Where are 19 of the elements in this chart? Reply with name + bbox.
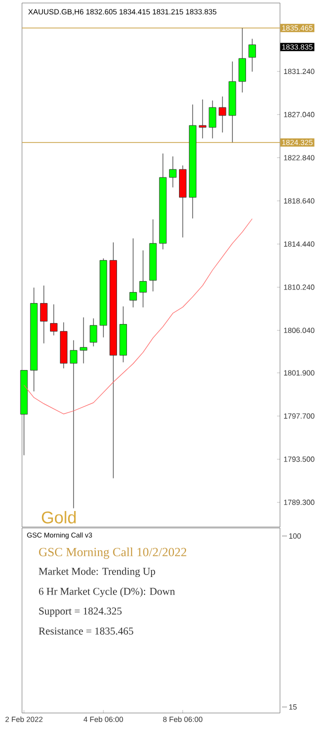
annotation: Gold bbox=[42, 511, 76, 524]
candlestick bbox=[129, 238, 137, 308]
text: Market Mode: Trending Up bbox=[38, 568, 156, 578]
candlestick bbox=[169, 156, 177, 188]
text: GSC Morning Call 10/2/2022 bbox=[39, 548, 186, 559]
candlestick bbox=[238, 28, 246, 93]
candlestick bbox=[50, 304, 58, 336]
candlestick bbox=[248, 38, 256, 72]
candlestick bbox=[198, 99, 206, 139]
candlestick bbox=[90, 318, 98, 347]
candlestick bbox=[139, 250, 147, 308]
text: 6 Hr Market Cycle (D%): Down bbox=[38, 588, 175, 598]
candlestick bbox=[208, 100, 216, 139]
text: Support = 1824.325 bbox=[39, 608, 122, 617]
text: Resistance = 1835.465 bbox=[38, 628, 134, 635]
candlestick bbox=[70, 340, 78, 509]
candlestick bbox=[80, 317, 88, 364]
candlestick bbox=[40, 285, 48, 344]
candlestick bbox=[218, 96, 226, 133]
